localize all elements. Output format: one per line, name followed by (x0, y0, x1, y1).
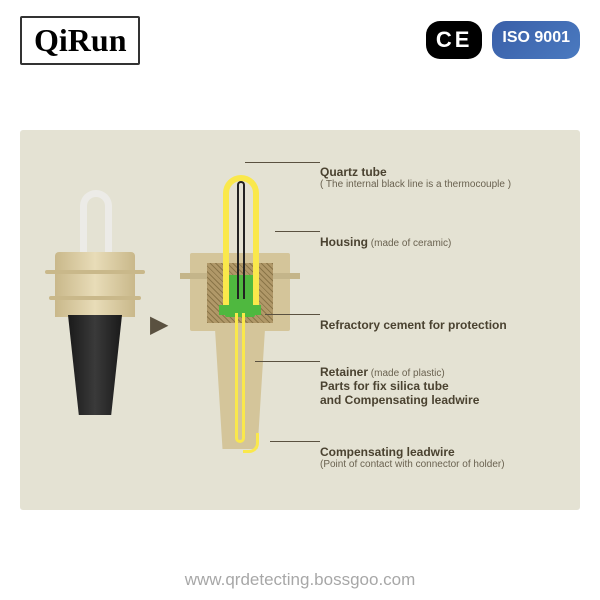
label-quartz: Quartz tube ( The internal black line is… (320, 165, 511, 190)
label-refractory: Refractory cement for protection (320, 318, 507, 332)
arrow-icon: ▶ (150, 310, 168, 339)
leader-line (265, 314, 320, 315)
label-leadwire: Compensating leadwire (Point of contact … (320, 445, 505, 470)
label-extra: Parts for fix silica tube (320, 379, 479, 393)
leader-line (245, 162, 320, 163)
cutaway-view (185, 175, 295, 465)
leader-line (275, 231, 320, 232)
label-retainer: Retainer (made of plastic) Parts for fix… (320, 365, 479, 407)
label-subtitle: (Point of contact with connector of hold… (320, 459, 505, 470)
leader-line (255, 361, 320, 362)
label-title: Housing (320, 235, 368, 249)
iso-mark-icon: ISO 9001 (492, 21, 580, 59)
cut-thermocouple (237, 181, 245, 299)
diagram-panel: ▶ Quartz tube ( The internal black line … (20, 130, 580, 510)
brand-logo: QiRun (20, 16, 140, 65)
certification-badges: CE ISO 9001 (426, 21, 580, 59)
label-title: Compensating leadwire (320, 445, 505, 459)
label-inline: (made of plastic) (368, 368, 445, 379)
quartz-tube-3d (80, 190, 112, 260)
ceramic-housing-3d (55, 252, 135, 317)
ce-mark-icon: CE (426, 21, 483, 59)
label-title: Refractory cement for protection (320, 318, 507, 332)
header: QiRun CE ISO 9001 (0, 0, 600, 80)
label-housing: Housing (made of ceramic) (320, 235, 451, 249)
watermark-url: www.qrdetecting.bossgoo.com (0, 570, 600, 590)
cut-leadwire (235, 313, 245, 443)
leader-line (270, 441, 320, 442)
label-title: Retainer (320, 365, 368, 379)
product-3d-view (50, 190, 140, 430)
label-extra: and Compensating leadwire (320, 393, 479, 407)
cut-leadwire-hook (243, 433, 259, 453)
label-inline: (made of ceramic) (368, 238, 451, 249)
label-title: Quartz tube (320, 165, 511, 179)
base-cone-3d (68, 315, 122, 415)
label-subtitle: ( The internal black line is a thermocou… (320, 179, 511, 190)
